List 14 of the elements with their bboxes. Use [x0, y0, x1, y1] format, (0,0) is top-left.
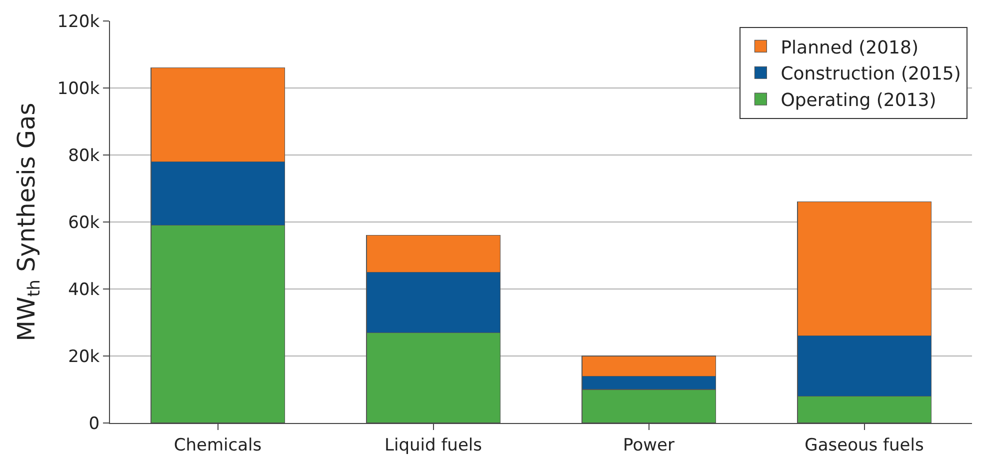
- y-tick-label: 40k: [68, 280, 100, 300]
- y-tick-label: 120k: [57, 12, 100, 32]
- legend-label: Operating (2013): [780, 90, 936, 112]
- legend-label: Planned (2018): [780, 37, 918, 58]
- x-tick-label: Power: [623, 435, 674, 456]
- legend-label: Construction (2015): [780, 64, 961, 85]
- x-tick-label: Gaseous fuels: [804, 435, 924, 456]
- y-tick-label: 60k: [68, 212, 100, 233]
- x-tick-label: Chemicals: [174, 435, 262, 456]
- y-tick-label: 80k: [68, 146, 100, 166]
- y-tick-label: 20k: [68, 346, 100, 367]
- y-tick-label: 100k: [57, 78, 100, 99]
- y-tick-label: 0: [88, 414, 100, 434]
- x-tick-label: Liquid fuels: [384, 435, 482, 456]
